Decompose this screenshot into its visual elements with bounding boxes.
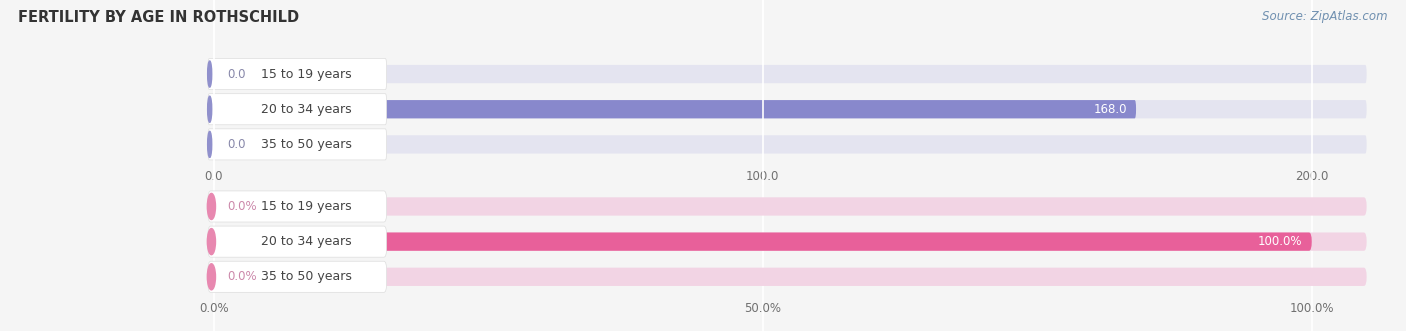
Text: 20 to 34 years: 20 to 34 years [262, 235, 352, 248]
FancyBboxPatch shape [214, 100, 1136, 118]
FancyBboxPatch shape [208, 94, 387, 125]
Text: 0.0%: 0.0% [228, 200, 257, 213]
FancyBboxPatch shape [214, 232, 1367, 251]
Text: FERTILITY BY AGE IN ROTHSCHILD: FERTILITY BY AGE IN ROTHSCHILD [18, 10, 299, 25]
FancyBboxPatch shape [208, 191, 387, 222]
Text: 35 to 50 years: 35 to 50 years [262, 138, 352, 151]
FancyBboxPatch shape [208, 129, 387, 160]
FancyBboxPatch shape [214, 197, 1367, 215]
FancyBboxPatch shape [214, 268, 1367, 286]
Text: Source: ZipAtlas.com: Source: ZipAtlas.com [1263, 10, 1388, 23]
FancyBboxPatch shape [214, 232, 1312, 251]
Circle shape [208, 131, 212, 158]
FancyBboxPatch shape [214, 135, 1367, 154]
Text: 15 to 19 years: 15 to 19 years [262, 68, 352, 80]
FancyBboxPatch shape [208, 261, 387, 292]
Text: 15 to 19 years: 15 to 19 years [262, 200, 352, 213]
Text: 0.0: 0.0 [228, 138, 246, 151]
Text: 100.0%: 100.0% [1258, 235, 1302, 248]
FancyBboxPatch shape [214, 100, 1367, 118]
Circle shape [208, 61, 212, 87]
Circle shape [207, 229, 215, 255]
FancyBboxPatch shape [208, 226, 387, 257]
Circle shape [207, 264, 215, 290]
Text: 0.0: 0.0 [228, 68, 246, 80]
Text: 0.0%: 0.0% [228, 270, 257, 283]
Text: 35 to 50 years: 35 to 50 years [262, 270, 352, 283]
FancyBboxPatch shape [208, 59, 387, 90]
Circle shape [208, 96, 212, 122]
Text: 20 to 34 years: 20 to 34 years [262, 103, 352, 116]
FancyBboxPatch shape [214, 65, 1367, 83]
Circle shape [207, 193, 215, 219]
Text: 168.0: 168.0 [1094, 103, 1126, 116]
